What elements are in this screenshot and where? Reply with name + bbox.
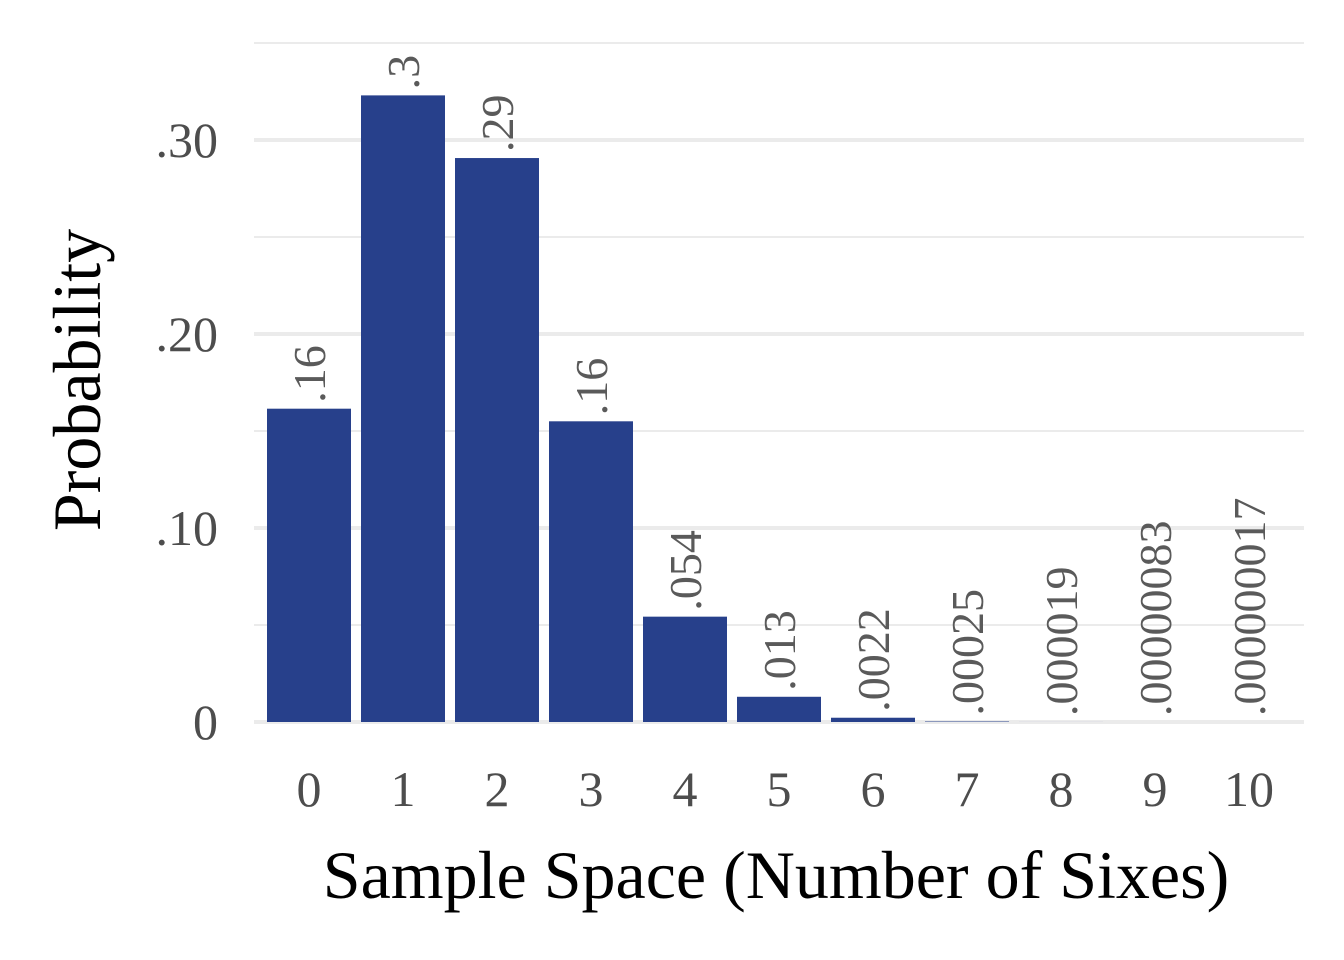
data-label-3: .16 — [566, 358, 617, 416]
x-tick-label: 7 — [955, 761, 980, 817]
bar-5 — [737, 696, 821, 722]
y-axis-title: Probability — [39, 229, 115, 531]
bar-2 — [455, 158, 539, 723]
data-label-2: .29 — [472, 95, 523, 153]
bar-1 — [361, 95, 445, 722]
y-tick-label: .20 — [156, 306, 219, 362]
data-label-9: .00000083 — [1130, 520, 1181, 716]
y-tick-label: .10 — [156, 500, 219, 556]
x-axis-ticks: 0 1 2 3 4 5 6 7 8 9 10 — [297, 761, 1275, 817]
x-tick-label: 6 — [861, 761, 886, 817]
bar-4 — [643, 616, 727, 722]
y-tick-label: .30 — [156, 112, 219, 168]
x-tick-label: 5 — [767, 761, 792, 817]
bars — [267, 95, 1291, 723]
data-label-6: .0022 — [848, 608, 899, 712]
y-tick-label: 0 — [193, 694, 218, 750]
data-label-7: .00025 — [942, 589, 993, 716]
data-label-0: .16 — [284, 345, 335, 403]
data-label-5: .013 — [754, 610, 805, 691]
bar-6 — [831, 717, 915, 722]
bar-0 — [267, 408, 351, 722]
x-tick-label: 9 — [1143, 761, 1168, 817]
data-label-10: .000000017 — [1224, 497, 1275, 716]
x-tick-label: 2 — [485, 761, 510, 817]
data-labels: .16 .3 .29 .16 .054 .013 .0022 .00025 .000019 .00… — [284, 55, 1275, 716]
x-tick-label: 1 — [391, 761, 416, 817]
y-axis-ticks: 0 .10 .20 .30 — [156, 112, 219, 750]
x-tick-label: 8 — [1049, 761, 1074, 817]
data-label-1: .3 — [378, 55, 429, 90]
x-tick-label: 3 — [579, 761, 604, 817]
x-tick-label: 0 — [297, 761, 322, 817]
bar-3 — [549, 421, 633, 722]
x-axis-title: Sample Space (Number of Sixes) — [323, 837, 1229, 913]
x-tick-label: 10 — [1224, 761, 1274, 817]
data-label-8: .000019 — [1036, 566, 1087, 716]
data-label-4: .054 — [660, 530, 711, 611]
x-tick-label: 4 — [673, 761, 698, 817]
